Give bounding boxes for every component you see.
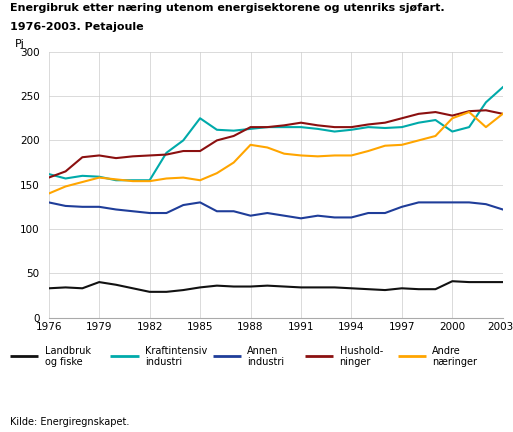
Text: Annen
industri: Annen industri	[247, 346, 284, 367]
Text: Pj: Pj	[15, 39, 25, 49]
Text: Andre
næringer: Andre næringer	[432, 346, 477, 367]
Text: Hushold-
ninger: Hushold- ninger	[340, 346, 383, 367]
Text: Kilde: Energiregnskapet.: Kilde: Energiregnskapet.	[10, 417, 130, 427]
Text: 1976-2003. Petajoule: 1976-2003. Petajoule	[10, 22, 144, 32]
Text: Kraftintensiv
industri: Kraftintensiv industri	[145, 346, 207, 367]
Text: Landbruk
og fiske: Landbruk og fiske	[45, 346, 91, 367]
Text: Energibruk etter næring utenom energisektorene og utenriks sjøfart.: Energibruk etter næring utenom energisek…	[10, 3, 445, 13]
